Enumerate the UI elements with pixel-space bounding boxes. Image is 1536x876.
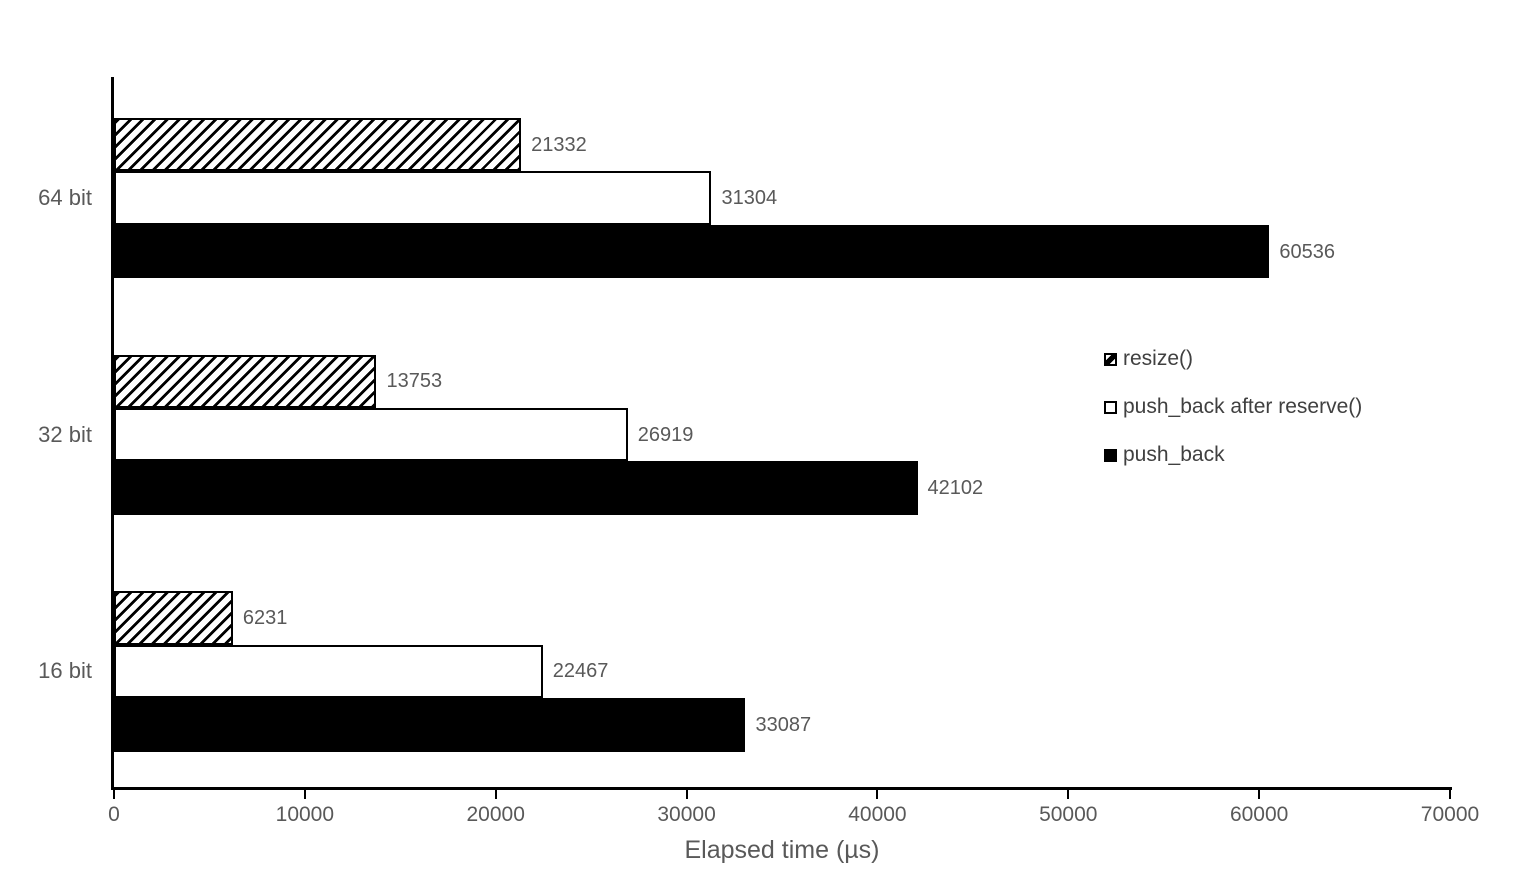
bar-push-back-64-bit xyxy=(114,224,1270,279)
bar-push-back-32-bit xyxy=(114,461,918,515)
x-tick-mark-0 xyxy=(113,787,115,799)
legend-label-resize: resize() xyxy=(1123,347,1194,370)
legend-marker-push-back-icon xyxy=(1104,448,1117,462)
legend-label-push-back-after-reserve: push_back after reserve() xyxy=(1123,395,1363,418)
bar-resize-64-bit xyxy=(114,118,522,172)
x-tick-label-70000: 70000 xyxy=(1420,803,1480,826)
legend-item-push-back-after-reserve: push_back after reserve() xyxy=(1104,395,1362,419)
x-tick-mark-30000 xyxy=(685,787,688,799)
x-tick-label-30000: 30000 xyxy=(657,803,716,826)
bar-push-back-after-reserve-32-bit xyxy=(114,408,628,462)
legend: resize() push_back after reserve() push_ba… xyxy=(1104,347,1362,491)
bar-resize-16-bit xyxy=(114,591,233,645)
x-tick-mark-60000 xyxy=(1258,787,1261,799)
y-axis-line xyxy=(111,77,114,790)
bar-resize-32-bit xyxy=(114,354,377,409)
bar-value-label-resize-64-bit: 21332 xyxy=(531,133,587,156)
x-tick-mark-20000 xyxy=(494,787,497,799)
category-label-16-bit: 16 bit xyxy=(38,658,92,684)
x-tick-mark-70000 xyxy=(1449,787,1451,799)
legend-item-resize: resize() xyxy=(1104,347,1362,371)
category-label-32-bit: 32 bit xyxy=(38,421,92,447)
x-tick-mark-50000 xyxy=(1067,787,1070,799)
x-axis-title: Elapsed time (µs) xyxy=(684,836,880,864)
legend-marker-push-back-after-reserve-icon xyxy=(1104,400,1117,414)
legend-label-push-back: push_back xyxy=(1123,443,1225,466)
bar-value-label-resize-32-bit: 13753 xyxy=(386,370,443,393)
x-axis-line xyxy=(111,787,1452,790)
bar-value-label-push-back-16-bit: 33087 xyxy=(755,713,812,736)
x-tick-label-60000: 60000 xyxy=(1229,803,1289,826)
category-label-64-bit: 64 bit xyxy=(38,185,92,211)
x-tick-label-50000: 50000 xyxy=(1039,803,1098,826)
x-tick-label-0: 0 xyxy=(108,803,120,826)
bar-push-back-after-reserve-64-bit xyxy=(114,171,712,225)
x-tick-label-40000: 40000 xyxy=(848,803,907,826)
x-tick-mark-40000 xyxy=(876,787,879,799)
bar-value-label-push-back-after-reserve-32-bit: 26919 xyxy=(637,423,694,446)
x-tick-label-20000: 20000 xyxy=(466,803,525,826)
x-tick-label-10000: 10000 xyxy=(275,803,335,826)
bar-value-label-push-back-64-bit: 60536 xyxy=(1279,240,1335,263)
bar-push-back-after-reserve-16-bit xyxy=(114,644,543,699)
legend-item-push-back: push_back xyxy=(1104,443,1362,467)
bar-value-label-resize-16-bit: 6231 xyxy=(242,607,288,630)
bar-value-label-push-back-after-reserve-64-bit: 31304 xyxy=(721,187,778,210)
bar-value-label-push-back-after-reserve-16-bit: 22467 xyxy=(552,660,609,683)
x-tick-mark-10000 xyxy=(303,787,306,799)
bar-push-back-16-bit xyxy=(114,698,746,752)
legend-marker-resize-icon xyxy=(1104,352,1117,366)
bar-value-label-push-back-32-bit: 42102 xyxy=(927,477,984,500)
